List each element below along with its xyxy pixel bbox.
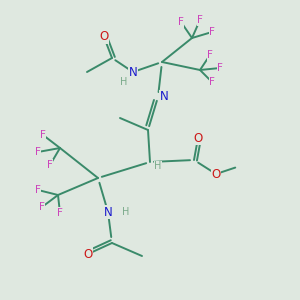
Text: F: F [35,185,41,195]
Text: F: F [197,15,203,25]
Text: H: H [122,207,130,217]
Text: O: O [99,31,109,44]
Text: N: N [129,65,137,79]
Text: O: O [194,131,202,145]
Text: F: F [209,77,215,87]
Text: O: O [212,167,220,181]
Text: N: N [103,206,112,218]
Text: F: F [209,27,215,37]
Text: F: F [217,63,223,73]
Text: F: F [39,202,45,212]
Text: H: H [120,77,128,87]
Text: F: F [47,160,53,170]
Text: F: F [178,17,184,27]
Text: F: F [40,130,46,140]
Text: F: F [35,147,41,157]
Text: F: F [207,50,213,60]
Text: H: H [154,161,162,171]
Text: N: N [160,91,168,103]
Text: F: F [57,208,63,218]
Text: O: O [83,248,93,260]
